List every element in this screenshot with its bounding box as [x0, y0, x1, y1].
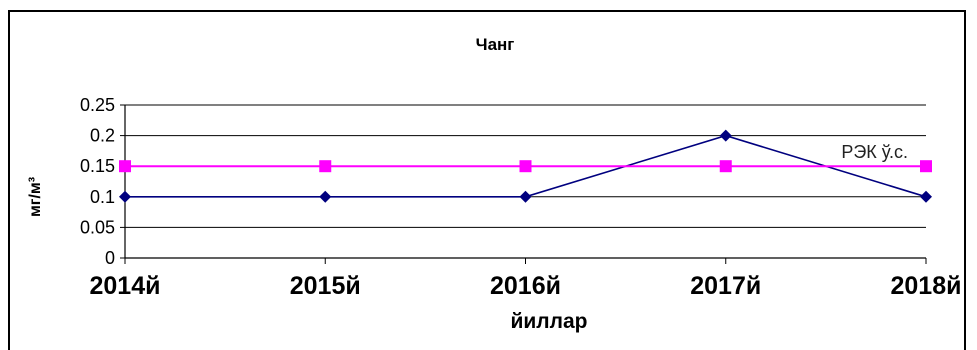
series-1-point-2 — [519, 160, 532, 173]
series-0-point-4 — [920, 190, 932, 203]
x-tick-label-2: 2016й — [490, 272, 561, 300]
x-axis-label: йиллар — [510, 310, 587, 333]
series-0-point-0 — [119, 190, 131, 203]
series-0-point-1 — [319, 190, 332, 203]
y-axis-label: мг/м³ — [27, 177, 44, 217]
series-1-point-4 — [920, 160, 932, 173]
series-1-point-0 — [119, 160, 131, 173]
y-tick-label-0: 0 — [105, 248, 115, 268]
x-tick-label-0: 2014й — [90, 272, 161, 300]
chart-title: Чанг — [476, 35, 515, 54]
series-0-point-3 — [719, 129, 732, 142]
x-tick-label-4: 2018й — [891, 272, 962, 300]
line-chart: Чанг 0 0.05 0.1 0.15 0.2 0.25 2014й 2015й 2016й… — [27, 35, 962, 333]
chart-frame — [8, 10, 966, 350]
series-0-point-2 — [519, 190, 532, 203]
series-annotation: РЭК ў.с. — [841, 142, 908, 162]
y-tick-label-3: 0.15 — [80, 156, 115, 176]
series-1-point-3 — [719, 160, 732, 173]
x-tick-labels: 2014й 2015й 2016й 2017й 2018й — [90, 272, 962, 300]
series-group — [119, 129, 932, 203]
y-tick-label-5: 0.25 — [80, 95, 115, 115]
x-tick-label-1: 2015й — [290, 272, 361, 300]
x-tick-label-3: 2017й — [690, 272, 761, 300]
series-1-point-1 — [319, 160, 332, 173]
y-tick-label-2: 0.1 — [90, 187, 115, 207]
axes — [120, 104, 927, 264]
y-tick-labels: 0 0.05 0.1 0.15 0.2 0.25 — [80, 95, 115, 268]
y-tick-label-1: 0.05 — [80, 217, 115, 237]
y-tick-label-4: 0.2 — [90, 126, 115, 146]
